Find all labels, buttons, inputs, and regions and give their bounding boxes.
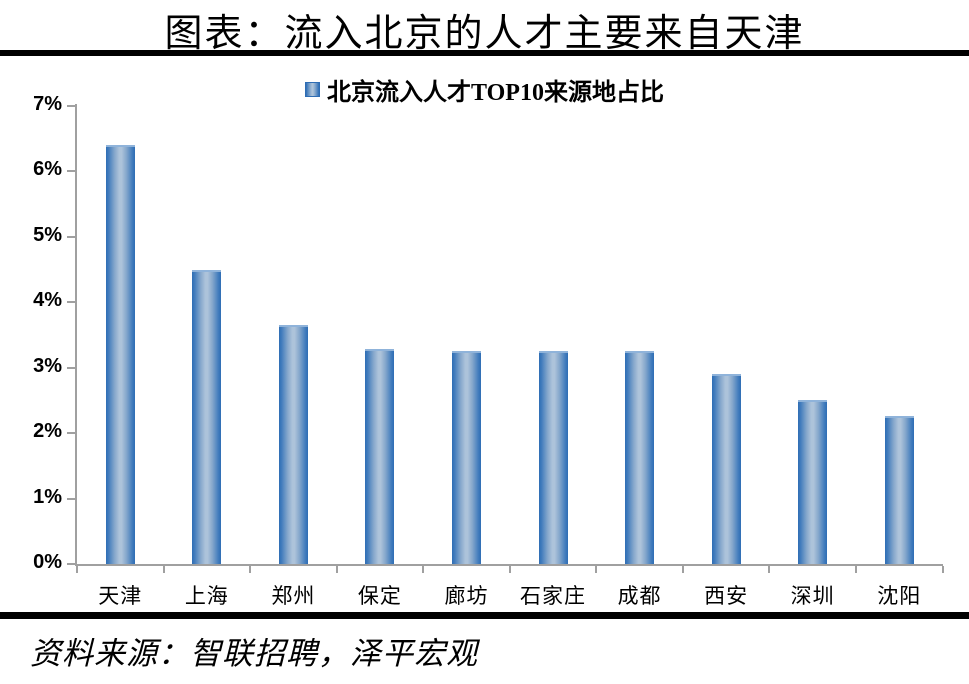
x-axis-tick (508, 566, 511, 573)
legend-label: 北京流入人才TOP10来源地占比 (327, 80, 664, 106)
x-axis-category-label: 郑州 (271, 584, 316, 608)
y-axis-tick (67, 235, 75, 238)
y-axis-tick (67, 366, 75, 369)
x-axis-tick (595, 566, 598, 573)
x-axis-category-label: 石家庄 (520, 584, 587, 608)
y-axis-tick (67, 105, 75, 107)
x-axis-tick (249, 566, 252, 573)
bar-石家庄 (538, 351, 568, 564)
x-axis-category-label: 廊坊 (444, 584, 489, 608)
bar-天津 (105, 145, 135, 564)
x-axis-category-label: 沈阳 (877, 584, 922, 608)
x-axis-tick (335, 566, 338, 573)
x-axis-category-label: 西安 (704, 584, 749, 608)
y-axis-tick (67, 432, 75, 435)
y-axis-tick-label: 4% (33, 289, 62, 312)
x-axis-category-label: 上海 (184, 584, 229, 608)
bar-深圳 (798, 399, 828, 564)
footer-divider (0, 612, 969, 619)
y-axis-tick-label: 6% (33, 158, 62, 181)
x-axis-line (75, 564, 943, 566)
y-axis-line (75, 104, 77, 566)
y-axis-tick-label: 1% (33, 485, 62, 508)
y-axis-tick (67, 563, 75, 565)
y-axis-tick-label: 0% (33, 551, 62, 573)
x-axis-tick (76, 566, 78, 573)
x-axis-category-label: 天津 (98, 584, 143, 608)
y-axis-tick (67, 301, 75, 304)
chart-legend: 北京流入人才TOP10来源地占比 (0, 72, 969, 107)
bar-郑州 (278, 325, 308, 564)
y-axis-tick (67, 497, 75, 500)
bar-上海 (192, 269, 222, 564)
bar-保定 (365, 348, 395, 564)
bar-廊坊 (451, 351, 481, 564)
y-axis-tick-label: 3% (33, 354, 62, 377)
y-axis-tick-label: 7% (33, 93, 62, 115)
y-axis-tick-label: 5% (33, 223, 62, 246)
bar-沈阳 (884, 416, 914, 564)
x-axis-tick (941, 566, 944, 573)
bar-成都 (625, 351, 655, 564)
y-axis-tick (67, 170, 75, 173)
source-note: 资料来源：智联招聘，泽平宏观 (30, 636, 478, 671)
x-axis-tick (422, 566, 425, 573)
title-divider (0, 50, 969, 56)
bar-西安 (711, 373, 741, 564)
x-axis-tick (162, 566, 165, 573)
y-axis-tick-label: 2% (33, 420, 62, 443)
x-axis-category-label: 深圳 (790, 584, 835, 608)
x-axis-tick (681, 566, 684, 573)
legend-swatch-icon (305, 82, 321, 97)
x-axis-category-label: 成都 (617, 584, 662, 608)
page-title: 图表：流入北京的人才主要来自天津 (164, 13, 805, 55)
x-axis-category-label: 保定 (357, 584, 402, 608)
x-axis-tick (768, 566, 771, 573)
x-axis-tick (854, 566, 857, 573)
